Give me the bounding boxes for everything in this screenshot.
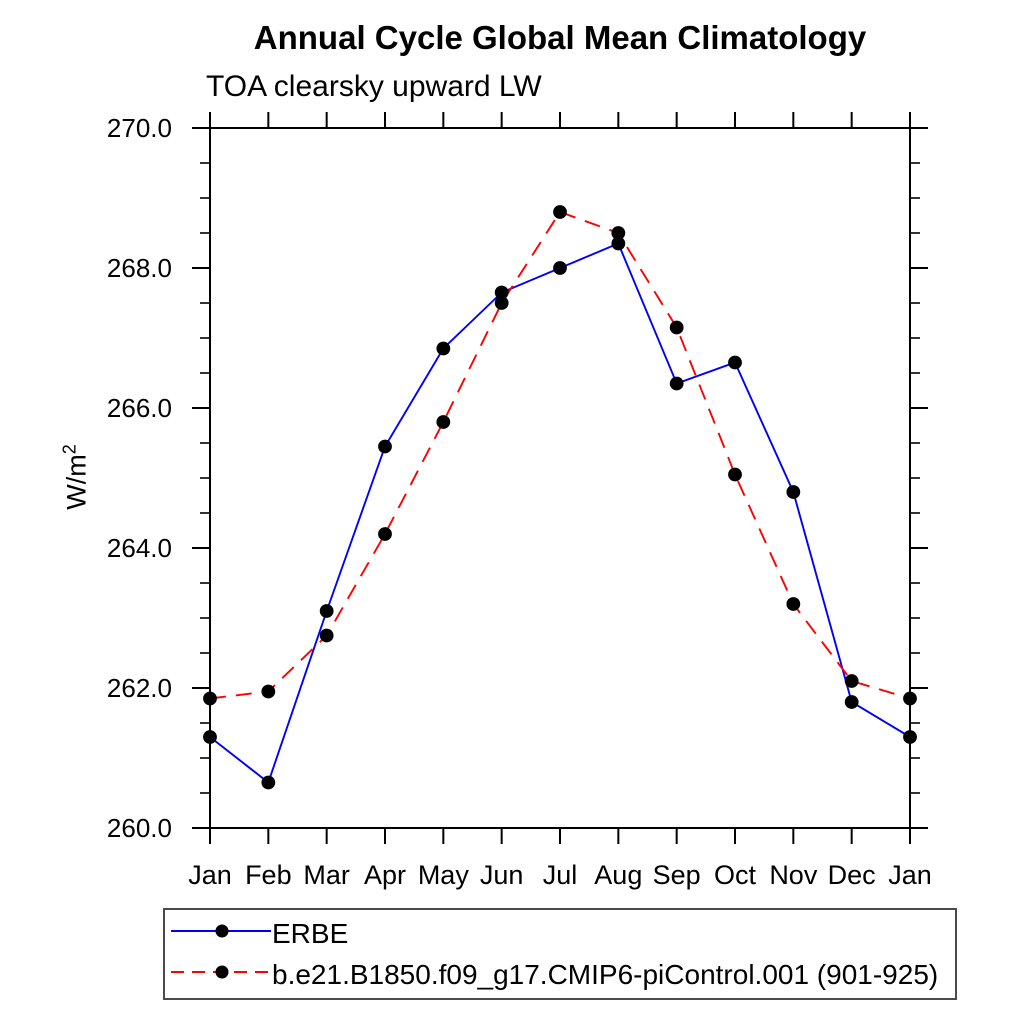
data-point-marker xyxy=(669,376,684,391)
data-point-marker xyxy=(203,691,217,706)
chart-subtitle: TOA clearsky upward LW xyxy=(206,70,542,103)
data-point-marker xyxy=(611,236,626,251)
data-point-marker xyxy=(261,775,276,790)
data-point-marker xyxy=(319,604,334,618)
x-tick-label: Jan xyxy=(188,860,232,890)
legend-line-sample-erbe xyxy=(170,922,272,945)
legend-sample-marker-icon xyxy=(215,965,229,979)
data-point-marker xyxy=(436,415,451,429)
legend-sample-svg xyxy=(171,924,271,938)
legend-item-model: b.e21.B1850.f09_g17.CMIP6-piControl.001 … xyxy=(165,954,955,995)
x-tick-label: Oct xyxy=(714,860,757,890)
y-tick-label: 262.0 xyxy=(107,673,172,703)
data-point-marker xyxy=(261,684,276,699)
data-point-marker xyxy=(728,355,742,370)
x-tick-label: Jun xyxy=(480,860,524,890)
chart-title: Annual Cycle Global Mean Climatology xyxy=(253,19,867,56)
series-line-model xyxy=(209,210,911,700)
x-tick-label: Aug xyxy=(594,860,642,890)
x-tick-label: Jan xyxy=(888,860,932,890)
legend-label-model: b.e21.B1850.f09_g17.CMIP6-piControl.001 … xyxy=(272,958,939,990)
legend-item-erbe: ERBE xyxy=(165,913,955,954)
data-point-marker xyxy=(844,695,859,709)
data-point-marker xyxy=(728,467,742,482)
legend-sample-svg xyxy=(171,965,271,979)
data-point-marker xyxy=(203,730,217,744)
y-tick-label: 270.0 xyxy=(107,113,172,143)
x-tick-label: Nov xyxy=(769,860,818,890)
x-tick-label: Dec xyxy=(828,860,876,890)
data-point-marker xyxy=(786,485,801,499)
x-tick-label: Feb xyxy=(245,860,292,890)
data-point-marker xyxy=(494,296,509,310)
x-tick-label: May xyxy=(418,860,470,890)
legend-sample-marker-icon xyxy=(215,924,229,938)
data-point-marker xyxy=(903,730,917,744)
x-tick-label: Sep xyxy=(653,860,701,890)
x-tick-label: Apr xyxy=(364,860,406,890)
y-tick-label: 264.0 xyxy=(107,533,172,563)
legend: ERBE b.e21.B1850.f09_g17.CMIP6-piControl… xyxy=(163,908,957,1000)
y-tick-label: 268.0 xyxy=(107,253,172,283)
data-point-marker xyxy=(494,285,509,300)
data-point-marker xyxy=(844,674,859,688)
x-tick-label: Mar xyxy=(303,860,350,890)
legend-line-sample-model xyxy=(170,963,272,986)
data-point-marker xyxy=(903,691,917,706)
data-point-marker xyxy=(319,628,334,643)
data-point-marker xyxy=(378,527,392,541)
y-tick-label: 260.0 xyxy=(107,813,172,843)
series-line-erbe xyxy=(209,242,911,785)
x-tick-label: Jul xyxy=(543,860,578,890)
data-point-marker xyxy=(669,320,684,335)
data-point-marker xyxy=(436,341,451,356)
data-point-marker xyxy=(553,205,567,219)
y-tick-label: 266.0 xyxy=(107,393,172,423)
data-point-marker xyxy=(786,597,801,611)
data-point-marker xyxy=(611,226,626,240)
legend-label-erbe: ERBE xyxy=(272,917,349,949)
data-point-marker xyxy=(553,261,567,275)
plot-frame xyxy=(209,127,911,829)
data-point-marker xyxy=(378,439,392,454)
